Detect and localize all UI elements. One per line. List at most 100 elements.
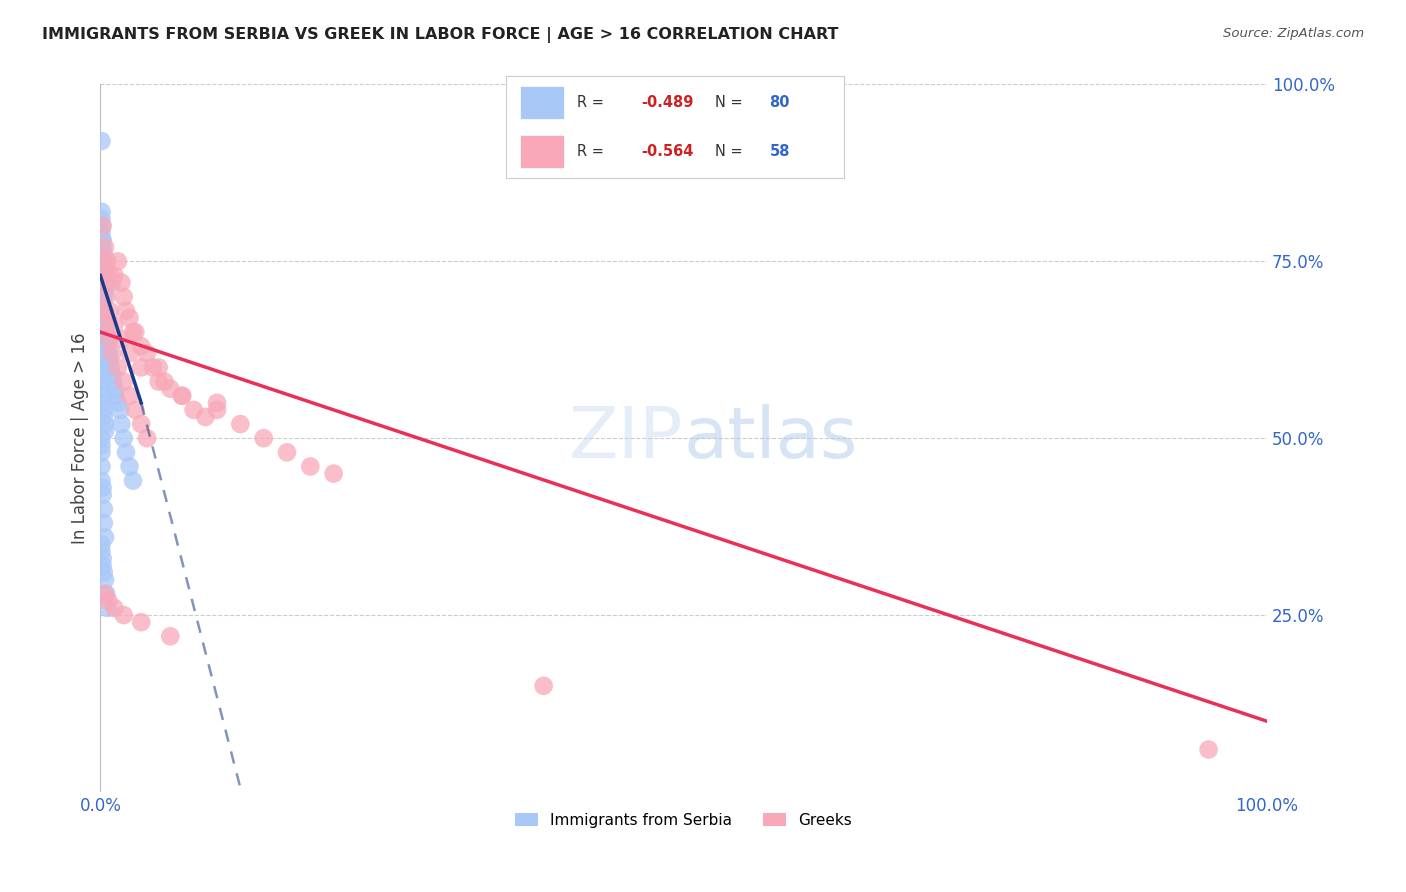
Point bbox=[90, 290, 112, 304]
Point bbox=[103, 318, 125, 332]
Point bbox=[299, 459, 322, 474]
Point bbox=[91, 481, 114, 495]
Point bbox=[96, 268, 118, 283]
Text: IMMIGRANTS FROM SERBIA VS GREEK IN LABOR FORCE | AGE > 16 CORRELATION CHART: IMMIGRANTS FROM SERBIA VS GREEK IN LABOR… bbox=[42, 27, 839, 43]
Point bbox=[90, 360, 112, 375]
Point bbox=[108, 403, 131, 417]
Point bbox=[1198, 742, 1220, 756]
Point bbox=[276, 445, 298, 459]
Text: ZIP: ZIP bbox=[569, 404, 683, 473]
Point bbox=[103, 382, 125, 396]
FancyBboxPatch shape bbox=[520, 136, 564, 168]
Point bbox=[104, 389, 127, 403]
Point bbox=[94, 240, 117, 254]
Point bbox=[93, 254, 115, 268]
Y-axis label: In Labor Force | Age > 16: In Labor Force | Age > 16 bbox=[72, 333, 89, 544]
Point bbox=[112, 608, 135, 623]
Point bbox=[90, 537, 112, 551]
Point bbox=[96, 339, 118, 353]
Point bbox=[100, 360, 122, 375]
Point bbox=[170, 389, 193, 403]
Point bbox=[107, 396, 129, 410]
Point bbox=[91, 219, 114, 233]
Point bbox=[98, 268, 121, 283]
Point bbox=[93, 516, 115, 530]
Point bbox=[90, 233, 112, 247]
Point bbox=[91, 389, 114, 403]
Point bbox=[91, 254, 114, 268]
Point bbox=[90, 459, 112, 474]
Point bbox=[90, 438, 112, 452]
Point bbox=[91, 240, 114, 254]
Point bbox=[183, 403, 205, 417]
Point bbox=[97, 594, 120, 608]
Point bbox=[90, 204, 112, 219]
Point bbox=[90, 375, 112, 389]
Point bbox=[94, 424, 117, 438]
Point bbox=[129, 339, 152, 353]
Point bbox=[93, 254, 115, 268]
Point bbox=[136, 346, 159, 360]
Point bbox=[107, 254, 129, 268]
Point bbox=[103, 601, 125, 615]
Point bbox=[229, 417, 252, 431]
Point bbox=[90, 226, 112, 240]
Point bbox=[129, 417, 152, 431]
Point bbox=[94, 318, 117, 332]
Point bbox=[96, 254, 118, 268]
Point bbox=[91, 303, 114, 318]
Point bbox=[96, 601, 118, 615]
Point bbox=[90, 431, 112, 445]
Point bbox=[90, 297, 112, 311]
Text: 58: 58 bbox=[769, 145, 790, 160]
Point bbox=[90, 211, 112, 226]
Point bbox=[93, 325, 115, 339]
Text: R =: R = bbox=[576, 145, 609, 160]
Point bbox=[93, 502, 115, 516]
Point bbox=[91, 551, 114, 566]
Text: Source: ZipAtlas.com: Source: ZipAtlas.com bbox=[1223, 27, 1364, 40]
Point bbox=[97, 353, 120, 368]
Point bbox=[94, 573, 117, 587]
Point bbox=[91, 276, 114, 290]
Point bbox=[93, 566, 115, 580]
Point bbox=[91, 261, 114, 276]
Point bbox=[110, 276, 132, 290]
Text: atlas: atlas bbox=[683, 404, 858, 473]
Point bbox=[124, 403, 146, 417]
Point bbox=[129, 615, 152, 629]
Point bbox=[90, 247, 112, 261]
Point bbox=[96, 346, 118, 360]
Point bbox=[96, 290, 118, 304]
Point bbox=[97, 346, 120, 360]
Point bbox=[94, 417, 117, 431]
Point bbox=[98, 303, 121, 318]
Text: N =: N = bbox=[716, 95, 748, 110]
Point bbox=[98, 332, 121, 346]
Text: -0.489: -0.489 bbox=[641, 95, 693, 110]
Point bbox=[118, 346, 141, 360]
Text: -0.564: -0.564 bbox=[641, 145, 693, 160]
Point bbox=[91, 233, 114, 247]
Point bbox=[533, 679, 555, 693]
Point bbox=[93, 303, 115, 318]
Point bbox=[96, 318, 118, 332]
Point bbox=[170, 389, 193, 403]
Point bbox=[94, 261, 117, 276]
Point bbox=[90, 445, 112, 459]
Point bbox=[94, 276, 117, 290]
Point bbox=[148, 360, 170, 375]
Point bbox=[93, 332, 115, 346]
Point bbox=[122, 325, 145, 339]
Point bbox=[93, 325, 115, 339]
Point bbox=[93, 403, 115, 417]
Point bbox=[118, 310, 141, 325]
Point bbox=[159, 629, 181, 643]
Point bbox=[129, 360, 152, 375]
Point bbox=[110, 417, 132, 431]
Point bbox=[96, 587, 118, 601]
Point bbox=[118, 389, 141, 403]
Point bbox=[253, 431, 276, 445]
Point bbox=[122, 474, 145, 488]
Point bbox=[93, 290, 115, 304]
